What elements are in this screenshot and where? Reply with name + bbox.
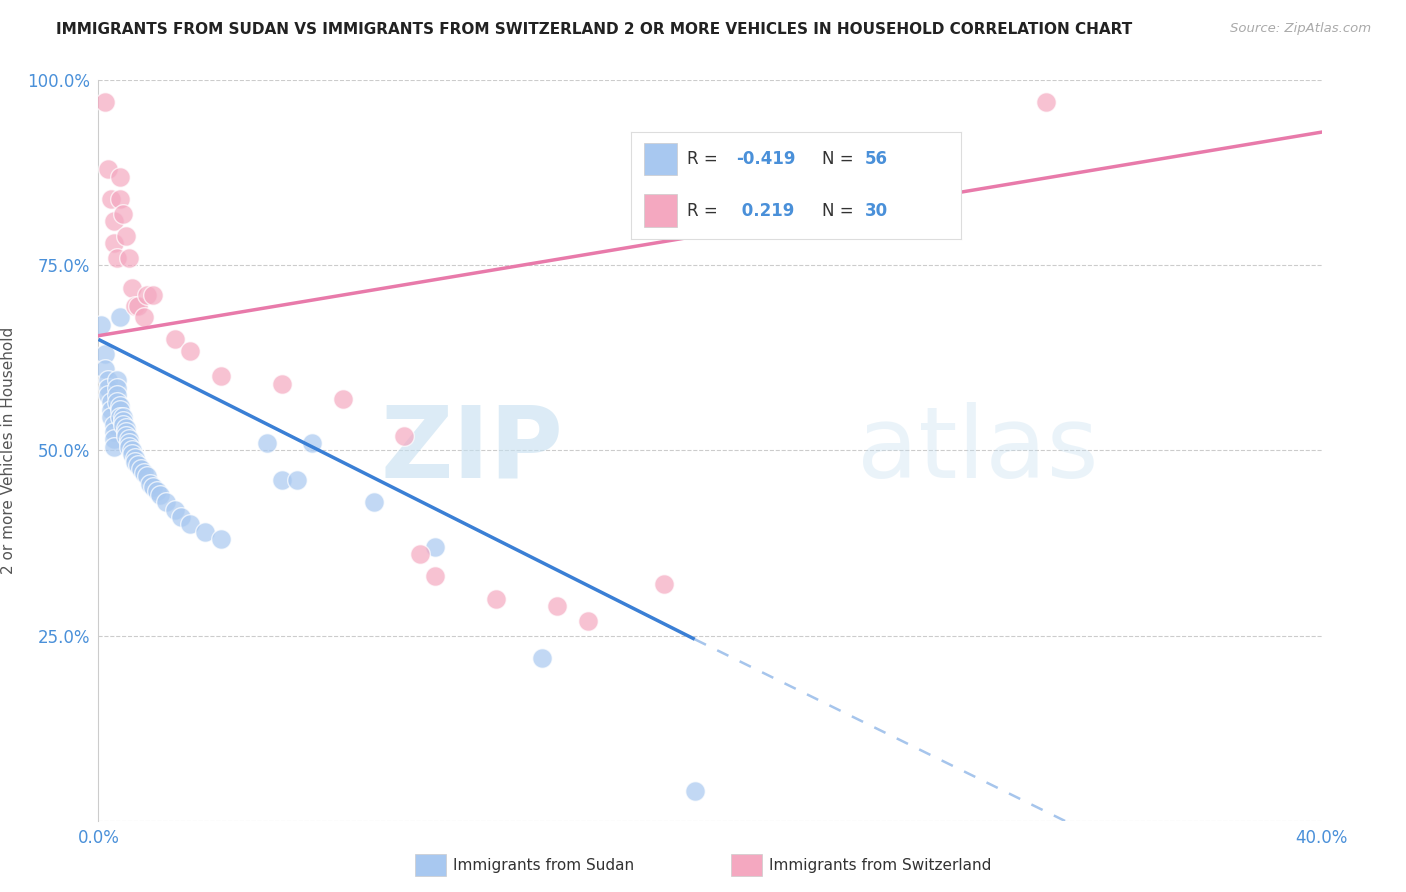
Point <box>170 510 193 524</box>
Point <box>118 433 141 447</box>
Point <box>105 395 128 409</box>
Point <box>115 228 138 243</box>
Point <box>108 169 131 184</box>
Text: atlas: atlas <box>856 402 1098 499</box>
Point <box>103 236 125 251</box>
Point <box>103 433 125 447</box>
Point <box>97 388 120 402</box>
Point <box>139 476 162 491</box>
Point <box>115 425 138 439</box>
Text: ZIP: ZIP <box>381 402 564 499</box>
Point <box>115 421 138 435</box>
Point <box>111 417 134 432</box>
Point <box>118 251 141 265</box>
Point <box>124 450 146 465</box>
Point <box>301 436 323 450</box>
Point <box>121 447 143 461</box>
Point <box>145 484 167 499</box>
Point <box>100 192 122 206</box>
Point <box>105 251 128 265</box>
Point <box>134 466 156 480</box>
Point <box>124 454 146 468</box>
Point <box>100 395 122 409</box>
Point <box>90 318 112 332</box>
Point <box>136 469 159 483</box>
Point <box>209 369 232 384</box>
Point <box>155 495 177 509</box>
Point <box>363 495 385 509</box>
Point <box>209 533 232 547</box>
Point <box>256 436 278 450</box>
Text: Source: ZipAtlas.com: Source: ZipAtlas.com <box>1230 22 1371 36</box>
Point <box>423 540 446 554</box>
Point <box>103 214 125 228</box>
Point <box>108 402 131 417</box>
Text: Immigrants from Sudan: Immigrants from Sudan <box>453 858 634 872</box>
Point <box>142 480 165 494</box>
Point <box>97 373 120 387</box>
Point <box>683 784 706 798</box>
Point <box>127 299 149 313</box>
Point <box>111 410 134 425</box>
Point <box>332 392 354 406</box>
Point <box>149 488 172 502</box>
Point <box>576 614 599 628</box>
Point <box>163 332 186 346</box>
Point <box>270 376 292 391</box>
Point <box>108 192 131 206</box>
Point <box>270 473 292 487</box>
Point <box>100 402 122 417</box>
Point <box>124 299 146 313</box>
Point <box>127 458 149 473</box>
Point <box>118 436 141 450</box>
Point <box>103 417 125 432</box>
Point <box>93 347 115 361</box>
Point <box>108 310 131 325</box>
Point <box>546 599 568 613</box>
Point <box>485 591 508 606</box>
Point <box>108 410 131 425</box>
Point <box>163 502 186 516</box>
Point <box>423 569 446 583</box>
Point <box>97 162 120 177</box>
Point <box>652 576 675 591</box>
Point <box>115 428 138 442</box>
Point <box>93 95 115 110</box>
Text: Immigrants from Switzerland: Immigrants from Switzerland <box>769 858 991 872</box>
Point <box>194 524 217 539</box>
Point <box>285 473 308 487</box>
Point <box>530 650 553 665</box>
Text: IMMIGRANTS FROM SUDAN VS IMMIGRANTS FROM SWITZERLAND 2 OR MORE VEHICLES IN HOUSE: IMMIGRANTS FROM SUDAN VS IMMIGRANTS FROM… <box>56 22 1132 37</box>
Point <box>136 288 159 302</box>
Point <box>105 388 128 402</box>
Point <box>118 440 141 454</box>
Point <box>103 440 125 454</box>
Point <box>179 517 201 532</box>
Point <box>134 310 156 325</box>
Point <box>103 425 125 439</box>
Point <box>100 410 122 425</box>
Point <box>121 443 143 458</box>
Y-axis label: 2 or more Vehicles in Household: 2 or more Vehicles in Household <box>1 326 15 574</box>
Point <box>105 380 128 394</box>
Point <box>111 206 134 220</box>
Point <box>392 428 416 442</box>
Point <box>1035 95 1057 110</box>
Point <box>142 288 165 302</box>
Point <box>121 280 143 294</box>
Point <box>97 380 120 394</box>
Point <box>129 462 152 476</box>
Point <box>179 343 201 358</box>
Point <box>408 547 430 561</box>
Point <box>105 373 128 387</box>
Point <box>108 399 131 413</box>
Point <box>111 414 134 428</box>
Point <box>93 362 115 376</box>
